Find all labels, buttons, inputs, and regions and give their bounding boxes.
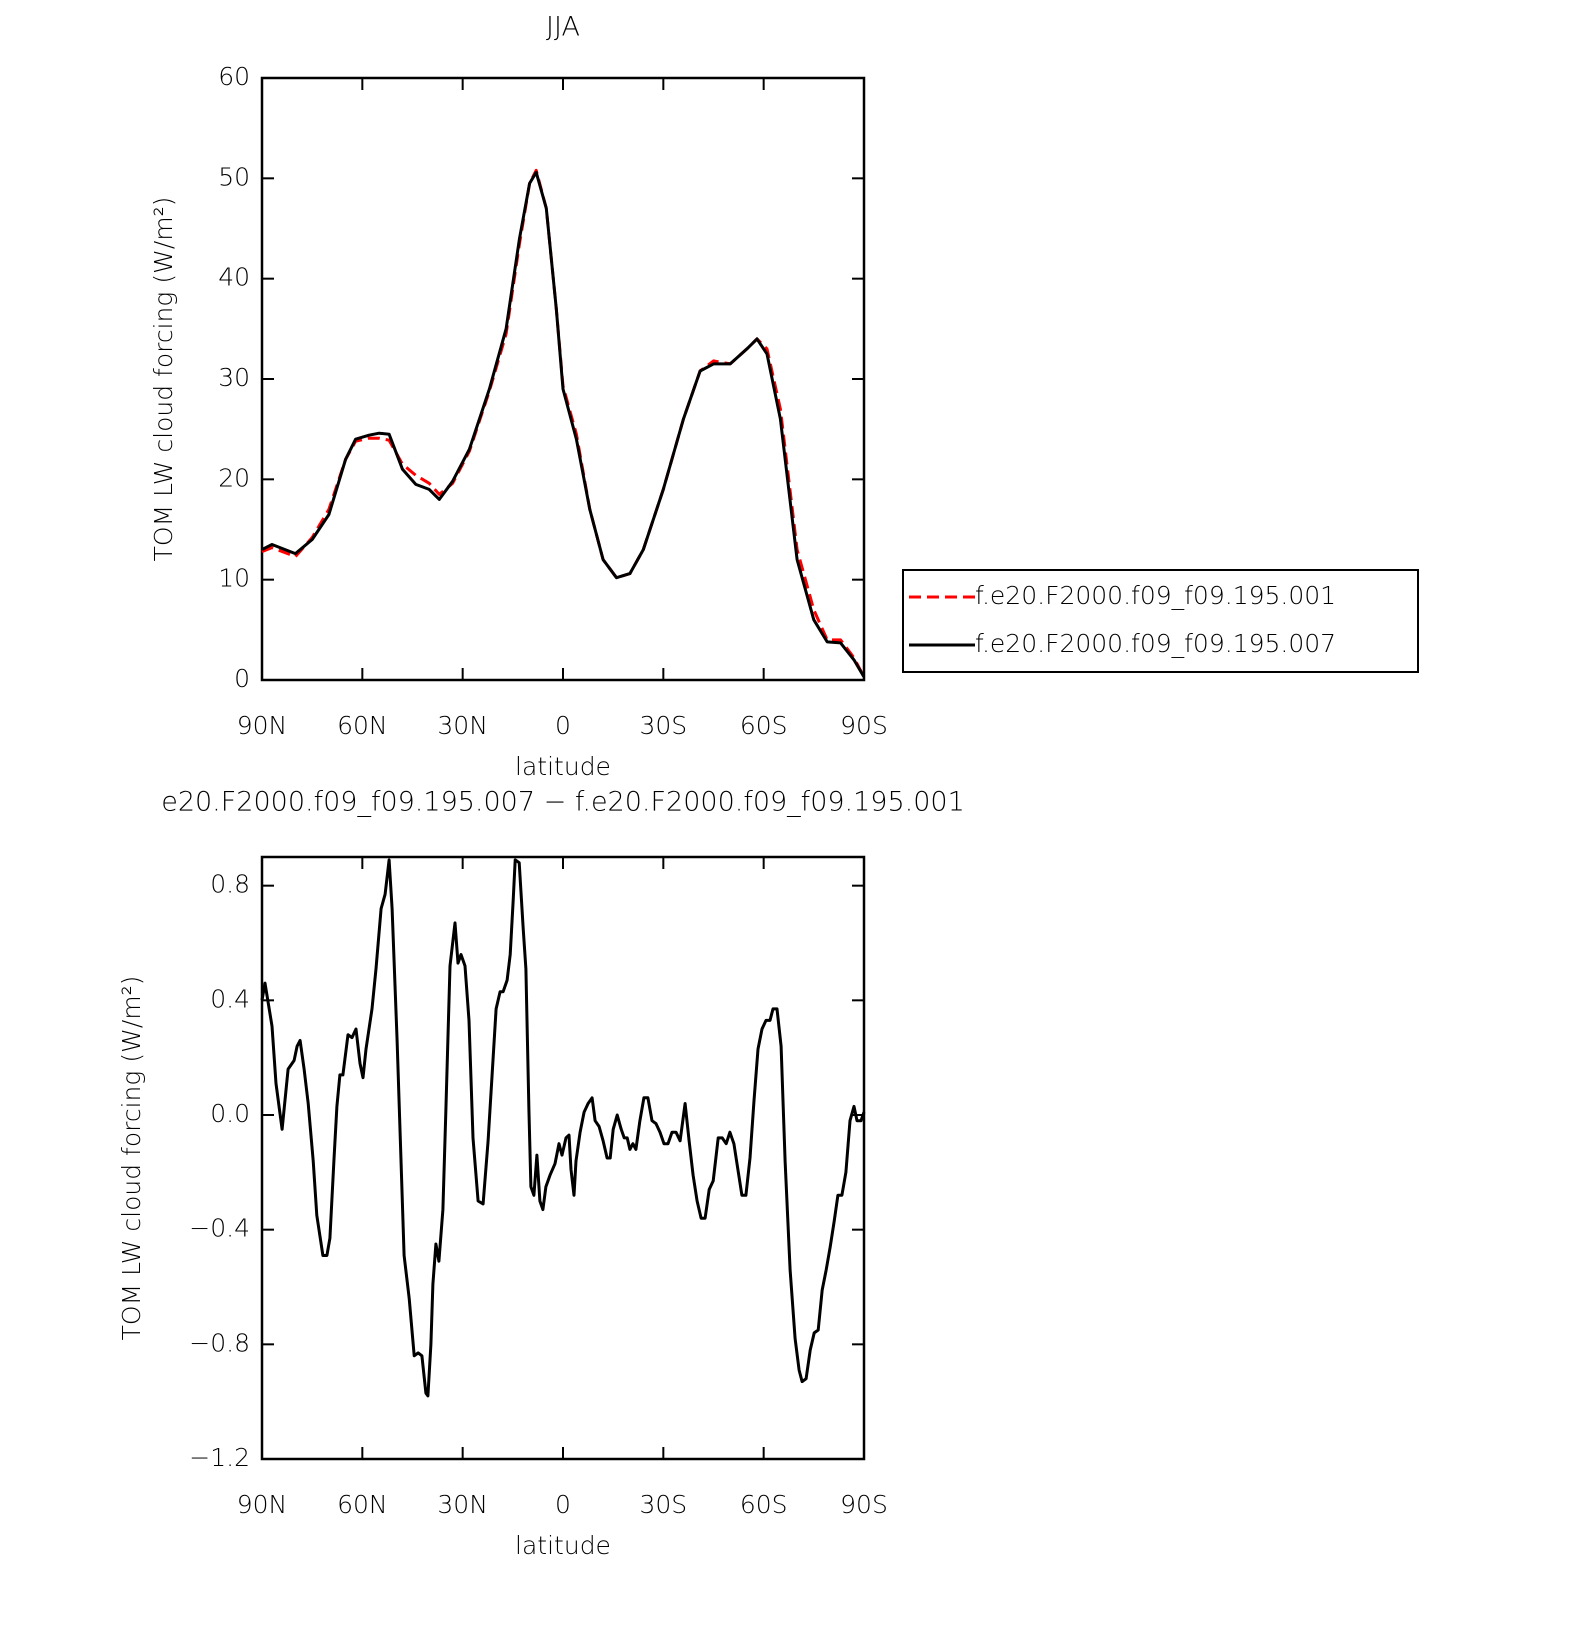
y-tick-label: 30 (218, 363, 250, 392)
y-tick-label: 20 (218, 463, 250, 492)
x-axis-label: latitude (515, 752, 611, 781)
legend-label: f.e20.F2000.f09_f09.195.007 (975, 629, 1336, 658)
x-tick-label: 60N (337, 711, 388, 740)
series-line (261, 170, 866, 678)
y-tick-label: 0 (234, 664, 250, 693)
y-tick-label: 0.4 (210, 984, 250, 1013)
x-tick-label: 30N (437, 711, 488, 740)
x-tick-label: 30N (437, 1490, 488, 1519)
y-tick-label: −0.8 (189, 1328, 250, 1357)
series-line (260, 858, 866, 1398)
y-tick-label: 10 (218, 564, 250, 593)
x-tick-label: 60N (337, 1490, 388, 1519)
y-tick-label: 0.0 (210, 1099, 250, 1128)
x-tick-label: 0 (555, 1490, 571, 1519)
plot-frame (260, 855, 866, 1461)
x-tick-label: 60S (740, 1490, 788, 1519)
y-tick-label: −0.4 (189, 1214, 250, 1243)
chart-title: e20.F2000.f09_f09.195.007 − f.e20.F2000.… (161, 787, 965, 818)
y-tick-label: 40 (218, 263, 250, 292)
x-tick-label: 30S (639, 711, 687, 740)
x-tick-label: 90N (237, 711, 288, 740)
legend-label: f.e20.F2000.f09_f09.195.001 (975, 581, 1336, 610)
series-line (261, 168, 866, 678)
legend-box (902, 569, 1419, 673)
y-tick-label: 50 (218, 162, 250, 191)
y-tick-label: −1.2 (189, 1443, 250, 1472)
x-tick-label: 30S (639, 1490, 687, 1519)
x-tick-label: 60S (740, 711, 788, 740)
y-tick-label: 60 (218, 62, 250, 91)
y-axis-label: TOM LW cloud forcing (W/m²) (149, 197, 178, 562)
x-axis-label: latitude (515, 1531, 611, 1560)
y-axis-label: TOM LW cloud forcing (W/m²) (117, 976, 146, 1341)
chart-title: JJA (546, 12, 580, 43)
x-tick-label: 90S (840, 1490, 888, 1519)
x-tick-label: 90S (840, 711, 888, 740)
y-tick-label: 0.8 (210, 870, 250, 899)
x-tick-label: 0 (555, 711, 571, 740)
x-tick-label: 90N (237, 1490, 288, 1519)
